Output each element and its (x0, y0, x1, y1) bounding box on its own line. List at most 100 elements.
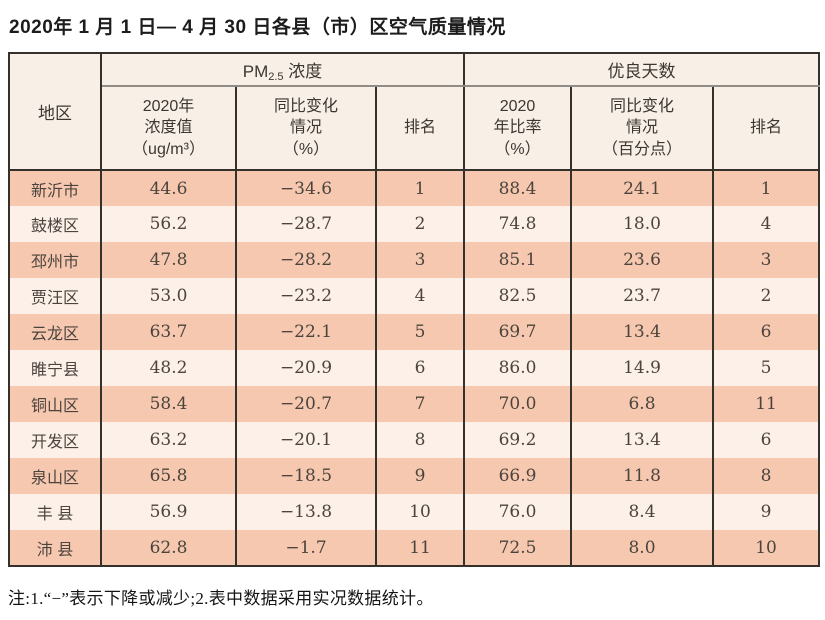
cell-good-rank: 5 (712, 350, 821, 386)
column-header-good-rank: 排名 (712, 86, 821, 171)
cell-good-rate: 88.4 (463, 170, 573, 206)
cell-pm-value: 63.7 (100, 314, 237, 350)
cell-good-rate: 66.9 (463, 458, 573, 494)
column-header-pm-value: 2020年 浓度值 （ug/m³） (100, 86, 237, 171)
cell-good-rank: 10 (712, 530, 821, 566)
cell-region: 睢宁县 (8, 350, 102, 386)
cell-good-rank: 6 (712, 422, 821, 458)
cell-good-change: 8.0 (570, 530, 715, 566)
cell-good-change: 6.8 (570, 386, 715, 422)
cell-good-rank: 9 (712, 494, 821, 530)
cell-pm-value: 62.8 (100, 530, 237, 566)
group-header-good-days: 优良天数 (463, 53, 821, 87)
table-row: 睢宁县 48.2 −20.9 6 86.0 14.9 5 (8, 350, 821, 386)
table-row: 鼓楼区 56.2 −28.7 2 74.8 18.0 4 (8, 206, 821, 242)
cell-pm-change: −13.8 (235, 494, 377, 530)
cell-pm-rank: 1 (374, 170, 466, 206)
cell-pm-value: 65.8 (100, 458, 237, 494)
cell-good-rank: 6 (712, 314, 821, 350)
group-header-pm25: PM2.5 浓度 (99, 53, 466, 87)
cell-good-change: 18.0 (570, 206, 715, 242)
cell-pm-value: 44.6 (100, 170, 237, 206)
cell-good-rate: 72.5 (463, 530, 573, 566)
cell-good-rank: 4 (712, 206, 821, 242)
column-header-good-rate: 2020 年比率 （%） (463, 86, 573, 171)
table-row: 贾汪区 53.0 −23.2 4 82.5 23.7 2 (8, 278, 821, 314)
cell-pm-value: 48.2 (100, 350, 237, 386)
cell-good-rate: 82.5 (463, 278, 573, 314)
table-row: 邳州市 47.8 −28.2 3 85.1 23.6 3 (8, 242, 821, 278)
cell-good-rate: 69.7 (463, 314, 573, 350)
cell-pm-value: 63.2 (100, 422, 237, 458)
cell-pm-rank: 7 (374, 386, 466, 422)
cell-pm-rank: 6 (374, 350, 466, 386)
cell-pm-rank: 10 (374, 494, 466, 530)
cell-good-rate: 85.1 (463, 242, 573, 278)
cell-region: 铜山区 (8, 386, 102, 422)
pm25-prefix: PM (242, 61, 269, 81)
cell-good-change: 13.4 (570, 314, 715, 350)
table-row: 开发区 63.2 −20.1 8 69.2 13.4 6 (8, 422, 821, 458)
cell-pm-value: 58.4 (100, 386, 237, 422)
footnote: 注:1.“−”表示下降或减少;2.表中数据采用实况数据统计。 (8, 589, 434, 608)
cell-pm-rank: 2 (374, 206, 466, 242)
cell-pm-rank: 5 (374, 314, 466, 350)
cell-pm-value: 56.9 (100, 494, 237, 530)
cell-pm-change: −22.1 (235, 314, 377, 350)
cell-good-change: 11.8 (570, 458, 715, 494)
cell-good-rate: 70.0 (463, 386, 573, 422)
cell-good-rate: 69.2 (463, 422, 573, 458)
cell-good-rate: 86.0 (463, 350, 573, 386)
cell-region: 沛 县 (8, 530, 102, 566)
cell-pm-value: 53.0 (100, 278, 237, 314)
table-row: 云龙区 63.7 −22.1 5 69.7 13.4 6 (8, 314, 821, 350)
cell-pm-rank: 3 (374, 242, 466, 278)
cell-region: 开发区 (8, 422, 102, 458)
table-row: 沛 县 62.8 −1.7 11 72.5 8.0 10 (8, 530, 821, 566)
cell-pm-change: −20.1 (235, 422, 377, 458)
column-header-good-change: 同比变化 情况 （百分点） (570, 86, 715, 171)
cell-pm-change: −20.9 (235, 350, 377, 386)
column-header-region: 地区 (8, 53, 102, 171)
cell-region: 邳州市 (8, 242, 102, 278)
cell-good-rate: 76.0 (463, 494, 573, 530)
cell-pm-change: −23.2 (235, 278, 377, 314)
page-title: 2020年 1 月 1 日— 4 月 30 日各县（市）区空气质量情况 (9, 17, 506, 38)
cell-good-rank: 11 (712, 386, 821, 422)
cell-region: 丰 县 (8, 494, 102, 530)
cell-pm-change: −34.6 (235, 170, 377, 206)
cell-region: 鼓楼区 (8, 206, 102, 242)
cell-pm-rank: 11 (374, 530, 466, 566)
table-header: 地区 PM2.5 浓度 优良天数 2020年 浓度值 （ug/m³） 同比变化 … (8, 53, 821, 171)
column-header-pm-rank: 排名 (374, 86, 466, 171)
cell-pm-change: −28.7 (235, 206, 377, 242)
table-row: 铜山区 58.4 −20.7 7 70.0 6.8 11 (8, 386, 821, 422)
air-quality-table: 地区 PM2.5 浓度 优良天数 2020年 浓度值 （ug/m³） 同比变化 … (8, 52, 821, 567)
cell-good-change: 8.4 (570, 494, 715, 530)
cell-pm-rank: 9 (374, 458, 466, 494)
cell-good-rank: 2 (712, 278, 821, 314)
cell-pm-change: −1.7 (235, 530, 377, 566)
cell-good-change: 13.4 (570, 422, 715, 458)
cell-pm-value: 47.8 (100, 242, 237, 278)
cell-good-change: 24.1 (570, 170, 715, 206)
cell-good-change: 14.9 (570, 350, 715, 386)
cell-good-change: 23.7 (570, 278, 715, 314)
cell-good-rate: 74.8 (463, 206, 573, 242)
cell-region: 泉山区 (8, 458, 102, 494)
table-row: 新沂市 44.6 −34.6 1 88.4 24.1 1 (8, 170, 821, 206)
cell-region: 新沂市 (8, 170, 102, 206)
pm25-suffix: 浓度 (283, 61, 323, 81)
cell-pm-value: 56.2 (100, 206, 237, 242)
cell-pm-rank: 4 (374, 278, 466, 314)
cell-region: 云龙区 (8, 314, 102, 350)
cell-good-rank: 8 (712, 458, 821, 494)
table-body: 新沂市 44.6 −34.6 1 88.4 24.1 1 鼓楼区 56.2 −2… (8, 170, 821, 566)
cell-pm-change: −18.5 (235, 458, 377, 494)
pm25-subscript: 2.5 (268, 70, 284, 83)
cell-region: 贾汪区 (8, 278, 102, 314)
table-row: 丰 县 56.9 −13.8 10 76.0 8.4 9 (8, 494, 821, 530)
cell-pm-rank: 8 (374, 422, 466, 458)
column-header-pm-change: 同比变化 情况 （%） (235, 86, 377, 171)
